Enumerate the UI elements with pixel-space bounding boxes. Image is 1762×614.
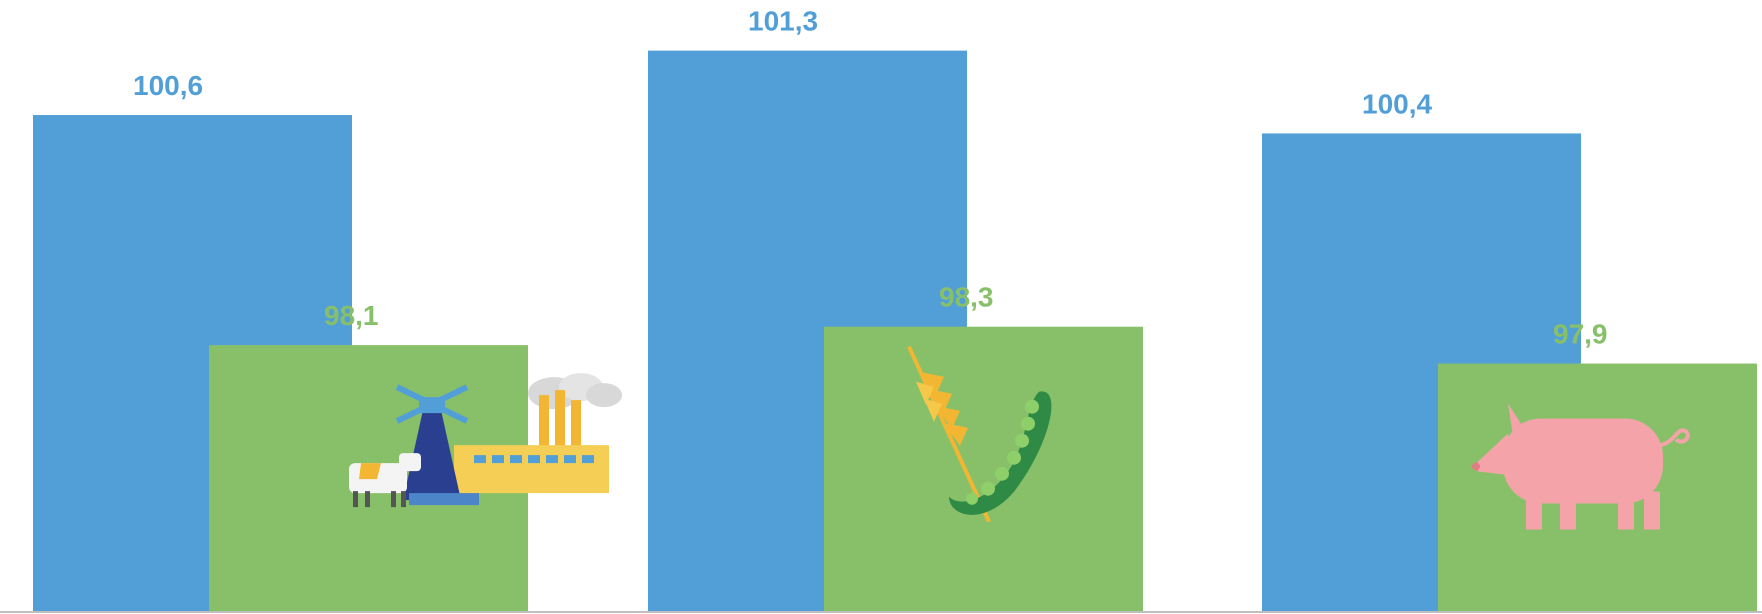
value-label-series2-group3: 97,9 — [1553, 319, 1608, 350]
wheat-pea-pod-icon — [907, 345, 1052, 523]
bar-series2-group2 — [824, 326, 1143, 612]
bar-icons — [349, 345, 1690, 530]
value-label-series2-group2: 98,3 — [939, 282, 994, 313]
value-label-series1-group3: 100,4 — [1362, 88, 1432, 119]
data-labels: 100,6 101,3 100,4 98,1 98,3 97,9 — [133, 6, 1608, 350]
bars — [33, 50, 1757, 613]
windmill-factory-cow-icon — [349, 373, 622, 508]
value-label-series1-group1: 100,6 — [133, 70, 203, 101]
value-label-series2-group1: 98,1 — [324, 300, 379, 331]
value-label-series1-group2: 101,3 — [748, 6, 818, 37]
pig-icon — [1472, 403, 1690, 530]
